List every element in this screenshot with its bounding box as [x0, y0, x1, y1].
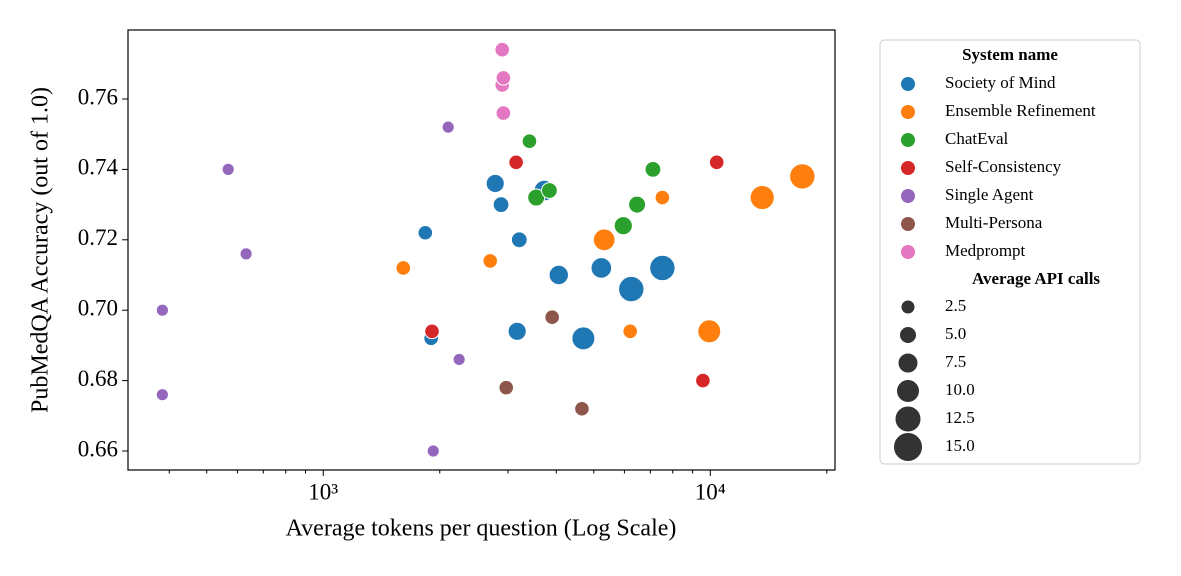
plot-frame — [127, 29, 836, 471]
point — [510, 231, 528, 249]
legend-label: Self-Consistency — [945, 157, 1062, 176]
point — [452, 352, 466, 367]
x-tick-label: 10⁴ — [695, 479, 726, 504]
legend-label: Single Agent — [945, 185, 1034, 204]
size-legend-marker — [893, 432, 923, 462]
point — [508, 154, 524, 171]
point — [592, 228, 616, 252]
point — [494, 41, 511, 58]
size-legend-label: 5.0 — [945, 324, 966, 343]
legend-label: ChatEval — [945, 129, 1009, 148]
point — [613, 216, 633, 236]
legend-title: System name — [962, 45, 1058, 64]
size-legend-label: 2.5 — [945, 296, 966, 315]
point — [424, 323, 440, 340]
point — [521, 133, 538, 150]
legend-marker — [901, 161, 915, 175]
point — [544, 309, 560, 326]
point — [498, 379, 515, 396]
point — [482, 253, 499, 269]
legend-label: Society of Mind — [945, 73, 1056, 92]
point — [654, 189, 671, 206]
size-legend-label: 12.5 — [945, 408, 975, 427]
point — [485, 173, 505, 194]
size-legend-label: 7.5 — [945, 352, 966, 371]
point — [492, 196, 510, 213]
point — [571, 326, 596, 351]
point — [155, 303, 169, 317]
legend-box — [879, 39, 1141, 465]
point — [495, 70, 512, 86]
point — [708, 154, 725, 171]
point — [441, 120, 455, 134]
y-tick-label: 0.70 — [78, 295, 118, 320]
size-legend-label: 15.0 — [945, 436, 975, 455]
legend-marker — [901, 189, 915, 203]
legend-label: Medprompt — [945, 241, 1026, 260]
point — [541, 182, 558, 199]
point — [239, 247, 253, 261]
y-tick-label: 0.74 — [78, 155, 119, 180]
size-legend-title: Average API calls — [972, 269, 1100, 288]
x-axis-label: Average tokens per question (Log Scale) — [286, 516, 677, 542]
point — [789, 163, 816, 190]
point — [649, 254, 676, 282]
legend-marker — [901, 77, 915, 91]
size-legend-marker — [896, 379, 920, 403]
size-legend-marker — [894, 405, 922, 433]
y-tick-label: 0.76 — [78, 84, 118, 109]
point — [644, 160, 662, 178]
point — [622, 323, 639, 340]
point — [507, 321, 527, 341]
legend-marker — [901, 245, 915, 259]
legend-marker — [901, 133, 915, 147]
legend-label: Multi-Persona — [945, 213, 1043, 232]
y-axis-label: PubMedQA Accuracy (out of 1.0) — [28, 87, 54, 413]
point — [628, 195, 647, 214]
point — [749, 184, 775, 211]
point — [574, 400, 590, 417]
point — [417, 224, 434, 241]
point — [395, 260, 412, 276]
point — [695, 372, 711, 389]
size-legend-marker — [900, 299, 916, 315]
point — [426, 444, 440, 458]
point — [548, 264, 569, 286]
y-tick-label: 0.68 — [78, 366, 118, 391]
point — [697, 319, 722, 344]
legend-marker — [901, 105, 915, 119]
y-tick-label: 0.72 — [78, 225, 118, 250]
x-tick-label: 10³ — [308, 479, 338, 504]
point — [618, 275, 645, 303]
size-legend-label: 10.0 — [945, 380, 975, 399]
point — [495, 105, 512, 121]
point — [221, 162, 235, 176]
legend-marker — [901, 217, 915, 231]
size-legend-marker — [899, 326, 917, 344]
point — [527, 188, 546, 207]
legend-label: Ensemble Refinement — [945, 101, 1096, 120]
point — [155, 388, 169, 402]
size-legend-marker — [897, 352, 919, 374]
y-tick-label: 0.66 — [78, 436, 118, 461]
point — [590, 257, 613, 279]
